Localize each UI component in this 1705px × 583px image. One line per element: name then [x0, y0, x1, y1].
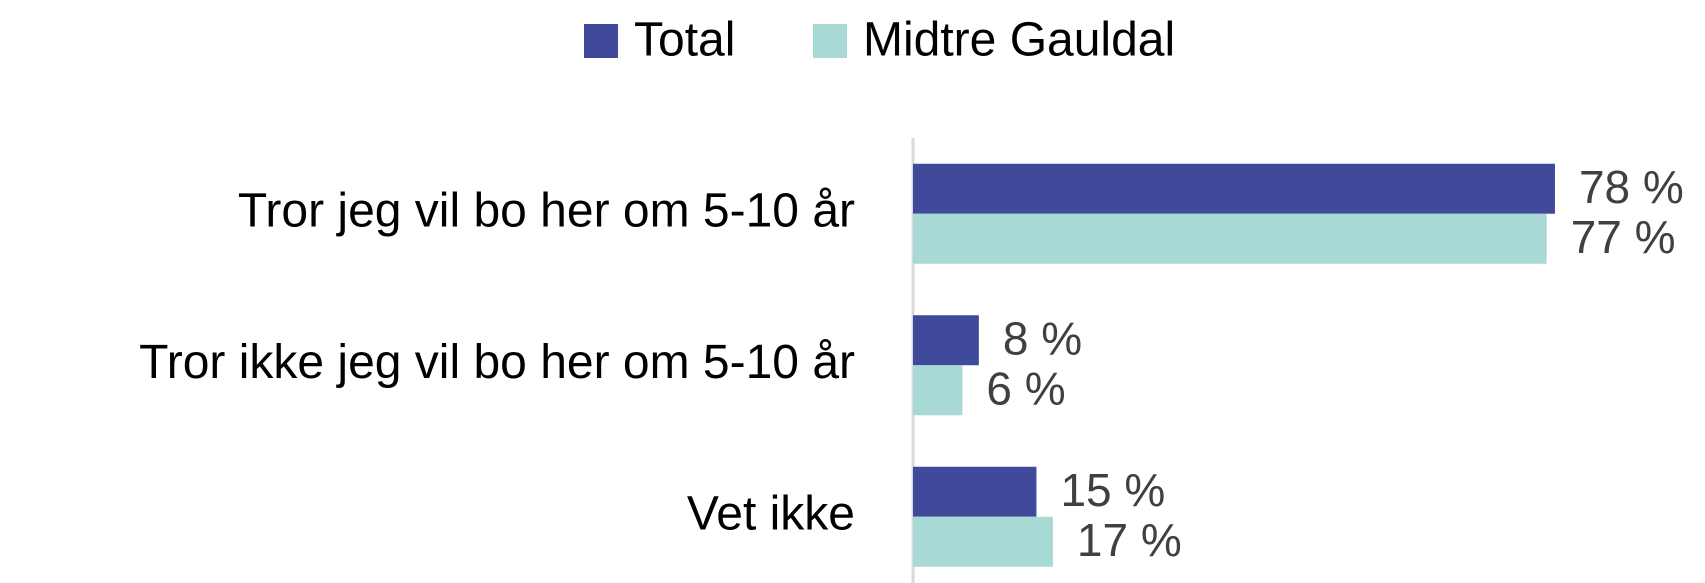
legend-label: Midtre Gauldal	[863, 14, 1175, 67]
legend-swatch	[813, 24, 847, 58]
value-label: 6 %	[986, 362, 1065, 414]
value-label: 8 %	[1003, 312, 1082, 364]
value-label: 17 %	[1077, 514, 1182, 566]
value-label: 78 %	[1579, 161, 1684, 213]
value-label: 15 %	[1060, 464, 1165, 516]
bar	[913, 516, 1053, 567]
bar	[913, 365, 963, 416]
value-label: 77 %	[1571, 211, 1676, 263]
legend-swatch	[584, 24, 618, 58]
legend-label: Total	[634, 14, 735, 67]
bar	[913, 163, 1555, 214]
bar	[913, 466, 1037, 517]
category-label: Tror ikke jeg vil bo her om 5-10 år	[139, 336, 855, 389]
category-label: Vet ikke	[687, 487, 855, 540]
bar	[913, 213, 1547, 264]
category-label: Tror jeg vil bo her om 5-10 år	[238, 184, 855, 237]
bar	[913, 315, 979, 366]
